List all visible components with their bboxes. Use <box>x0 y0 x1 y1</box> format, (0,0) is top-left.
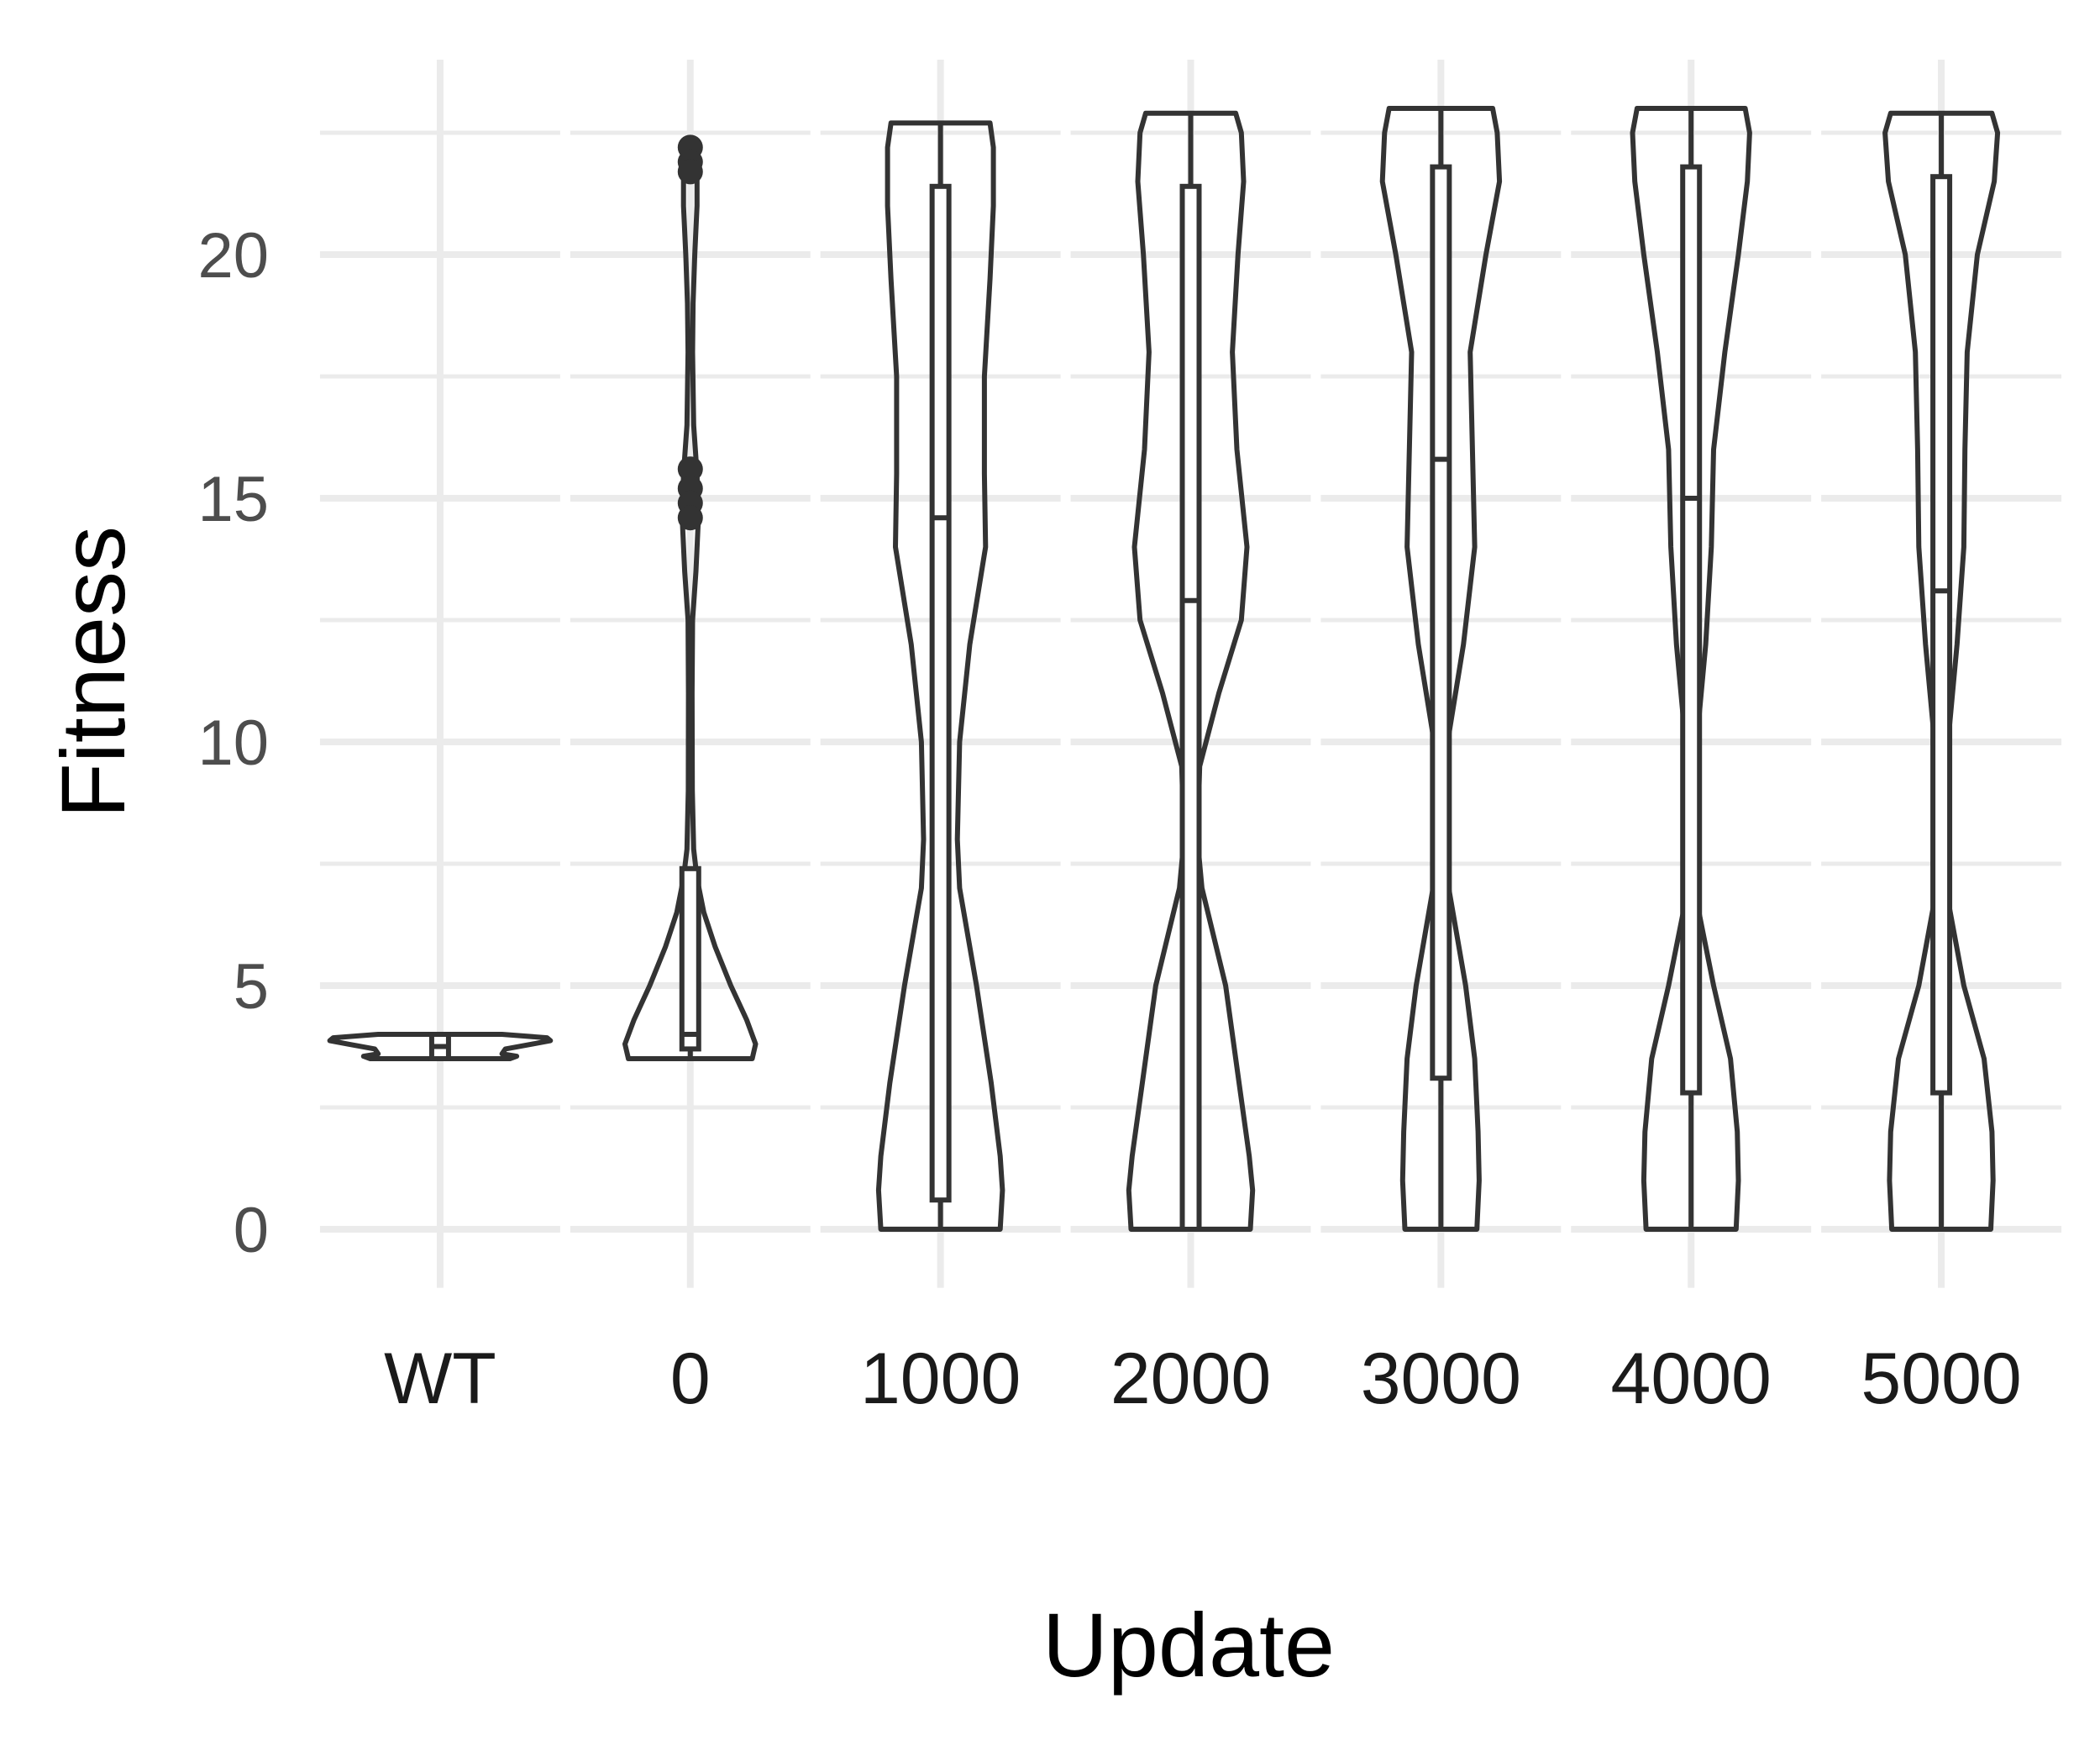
x-tick-label: 0 <box>670 1338 711 1419</box>
x-axis-ticks: WT 0 1000 2000 3000 4000 5000 <box>384 1338 2022 1419</box>
x-tick-label: 2000 <box>1110 1338 1271 1419</box>
box <box>1430 164 1452 1081</box>
outlier-point <box>677 505 703 531</box>
violin-group-1000 <box>875 120 1005 1232</box>
violin-layer <box>327 106 2001 1232</box>
violin-group-WT <box>327 1032 554 1061</box>
outlier-point <box>677 456 703 482</box>
y-tick-label: 15 <box>197 464 269 535</box>
x-tick-label: WT <box>384 1338 496 1419</box>
x-tick-label: 1000 <box>860 1338 1021 1419</box>
outlier-point <box>677 159 703 185</box>
y-axis-title: Fitness <box>42 526 144 818</box>
y-tick-label: 10 <box>197 707 269 779</box>
x-tick-label: 4000 <box>1611 1338 1772 1419</box>
box <box>1179 183 1202 1232</box>
x-tick-label: 5000 <box>1861 1338 2021 1419</box>
violin-group-0 <box>622 134 759 1061</box>
violin-group-5000 <box>1882 110 2001 1232</box>
box <box>1930 174 1953 1096</box>
y-tick-label: 5 <box>234 951 269 1023</box>
violin-group-2000 <box>1126 110 1256 1232</box>
y-tick-label: 20 <box>197 220 269 292</box>
y-tick-label: 0 <box>234 1195 269 1266</box>
x-axis-title: Update <box>1042 1594 1335 1696</box>
violin-group-4000 <box>1630 106 1752 1232</box>
violin-shape <box>875 120 1005 1232</box>
y-axis-ticks: 0 5 10 15 20 <box>197 220 269 1266</box>
box <box>929 183 952 1203</box>
box <box>1680 164 1703 1096</box>
violin-group-3000 <box>1379 106 1503 1232</box>
box <box>679 865 701 1052</box>
violin-shape <box>327 1032 554 1061</box>
x-tick-label: 3000 <box>1361 1338 1521 1419</box>
